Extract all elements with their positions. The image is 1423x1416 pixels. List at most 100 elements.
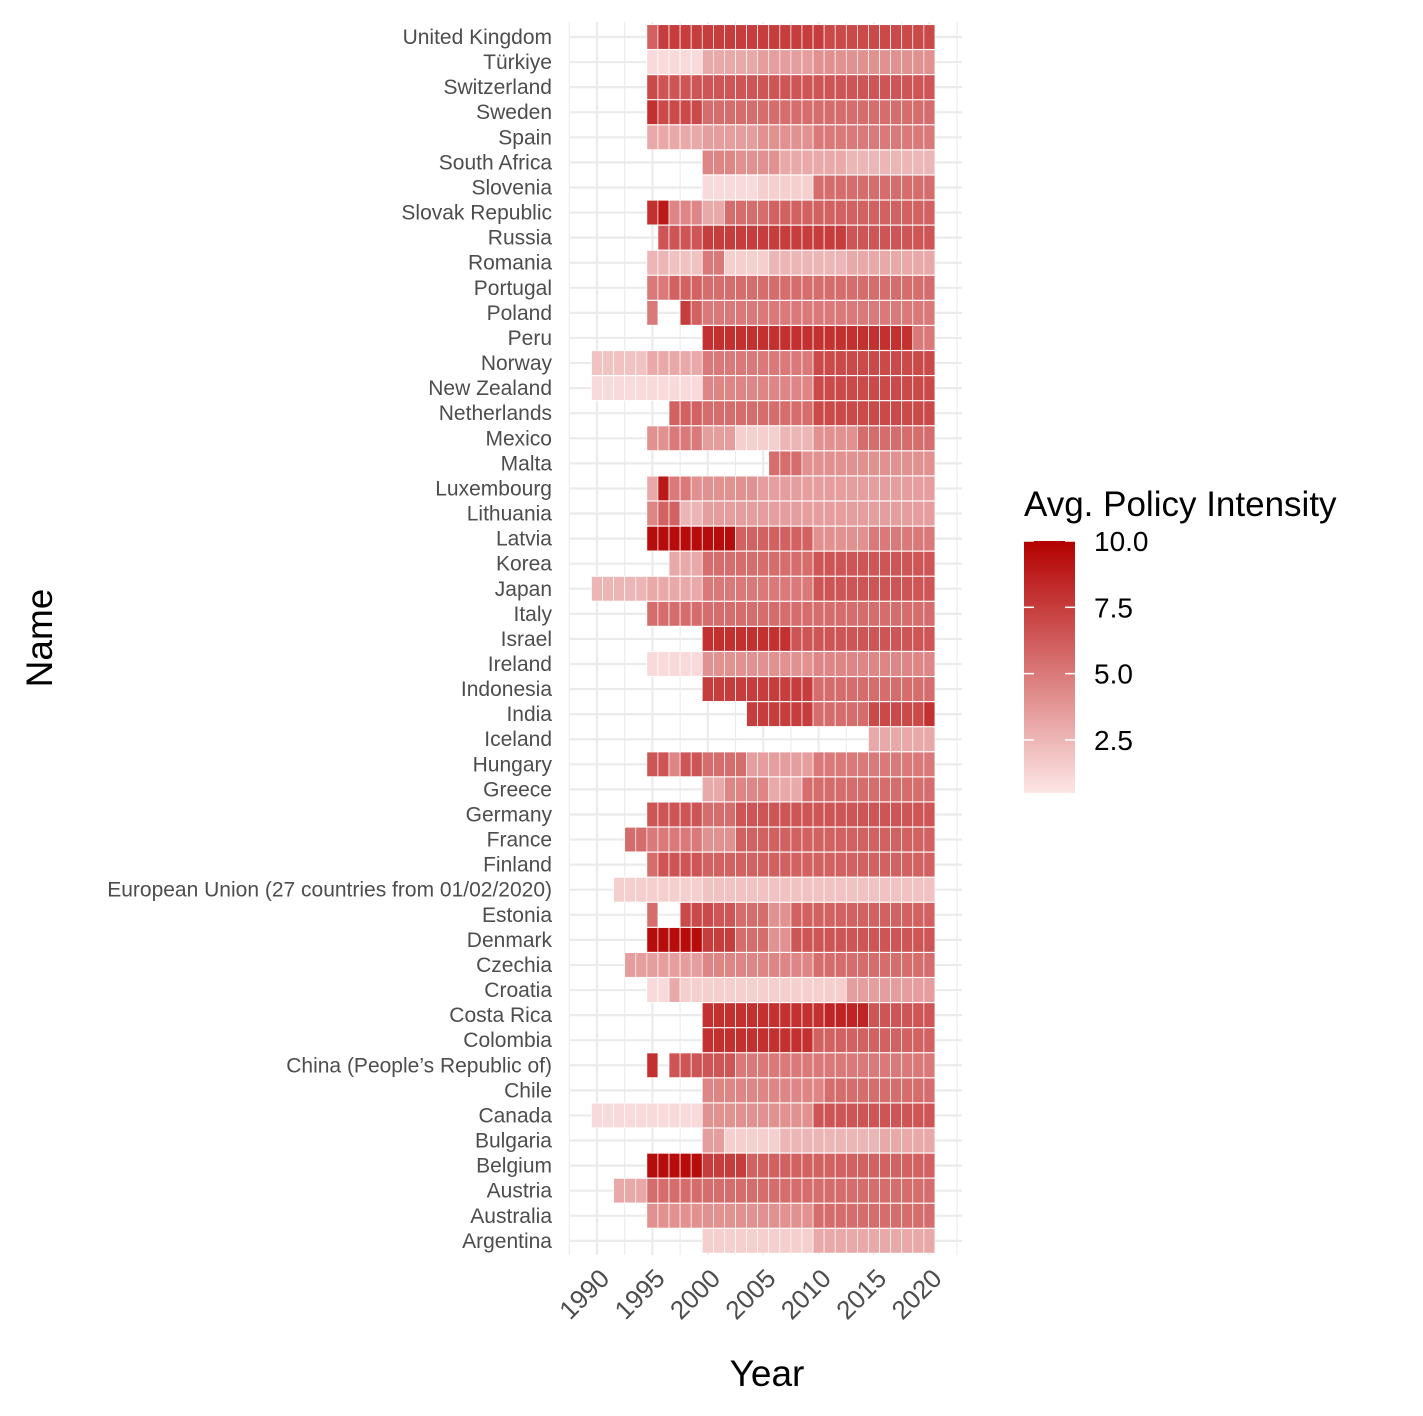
- heatmap-cell: [834, 626, 847, 652]
- heatmap-cell: [912, 375, 925, 401]
- heatmap-cell: [868, 651, 880, 677]
- heatmap-cell: [657, 199, 670, 226]
- heatmap-cell: [790, 275, 803, 301]
- heatmap-cell: [823, 1027, 836, 1053]
- y-tick-label: Finland: [483, 854, 552, 877]
- heatmap-cell: [823, 199, 836, 226]
- heatmap-cell: [657, 49, 670, 75]
- y-tick-label: China (People’s Republic of): [286, 1054, 552, 1077]
- heatmap-cell: [812, 49, 825, 75]
- heatmap-cell: [712, 676, 725, 702]
- heatmap-cell: [901, 49, 914, 75]
- heatmap-cell: [879, 1077, 891, 1104]
- heatmap-cell: [712, 1228, 725, 1254]
- heatmap-cell: [901, 601, 914, 627]
- heatmap-cell: [724, 676, 736, 702]
- heatmap-cell: [845, 877, 858, 903]
- heatmap-cell: [812, 551, 825, 577]
- heatmap-cell: [912, 952, 925, 978]
- heatmap-cell: [834, 199, 847, 226]
- heatmap-cell: [690, 902, 703, 928]
- heatmap-cell: [890, 525, 903, 552]
- heatmap-cell: [768, 425, 781, 451]
- heatmap-cell: [879, 927, 891, 953]
- heatmap-cell: [735, 601, 747, 627]
- heatmap-cell: [779, 24, 792, 50]
- legend-ticks: 10.0 7.5 5.0 2.5: [1024, 526, 1149, 756]
- heatmap-cell: [679, 851, 692, 878]
- heatmap-cell: [812, 199, 825, 226]
- heatmap-cell: [757, 676, 770, 702]
- heatmap-cell: [768, 851, 781, 878]
- heatmap-cell: [857, 475, 869, 502]
- heatmap-cell: [857, 902, 869, 928]
- heatmap-cell: [712, 99, 725, 125]
- heatmap-cell: [912, 851, 925, 878]
- heatmap-cell: [834, 1077, 847, 1104]
- heatmap-cell: [712, 776, 725, 803]
- heatmap-cell: [845, 99, 858, 125]
- y-tick-label: Italy: [513, 603, 552, 626]
- heatmap-cell: [868, 275, 880, 301]
- heatmap-cell: [679, 651, 692, 677]
- heatmap-cell: [834, 701, 847, 727]
- heatmap-cell: [657, 1178, 670, 1204]
- heatmap-cell: [801, 927, 814, 953]
- heatmap-cell: [923, 49, 936, 75]
- heatmap-cell: [834, 525, 847, 552]
- heatmap-cell: [857, 877, 869, 903]
- heatmap-cell: [890, 325, 903, 351]
- heatmap-cell: [812, 1178, 825, 1204]
- y-tick-label: Spain: [498, 126, 552, 149]
- heatmap-cell: [712, 1077, 725, 1104]
- heatmap-cell: [801, 350, 814, 376]
- heatmap-cell: [779, 1002, 792, 1028]
- heatmap-cell: [712, 24, 725, 50]
- heatmap-cell: [701, 601, 714, 627]
- heatmap-cell: [735, 525, 747, 552]
- heatmap-cell: [890, 49, 903, 75]
- heatmap-cell: [801, 300, 814, 326]
- heatmap-cell: [879, 450, 891, 477]
- heatmap-cell: [690, 1152, 703, 1179]
- heatmap-cell: [790, 1203, 803, 1229]
- heatmap-cell: [701, 776, 714, 803]
- heatmap-cell: [901, 1203, 914, 1229]
- heatmap-cell: [857, 450, 869, 477]
- x-tick-label: 2020: [886, 1263, 948, 1325]
- heatmap-cell: [923, 500, 936, 527]
- heatmap-cell: [668, 275, 681, 301]
- heatmap-cell: [857, 826, 869, 853]
- heatmap-cell: [591, 576, 603, 602]
- heatmap-cell: [768, 1027, 781, 1053]
- heatmap-cell: [757, 1228, 770, 1254]
- heatmap-cell: [746, 551, 759, 577]
- heatmap-cell: [779, 1203, 792, 1229]
- heatmap-cell: [657, 99, 670, 125]
- heatmap-cell: [879, 801, 891, 828]
- heatmap-cell: [812, 174, 825, 201]
- heatmap-cell: [757, 751, 770, 777]
- heatmap-cell: [646, 877, 659, 903]
- heatmap-cell: [890, 1178, 903, 1204]
- heatmap-cell: [757, 199, 770, 226]
- heatmap-cell: [712, 601, 725, 627]
- heatmap-cell: [834, 250, 847, 276]
- heatmap-cell: [735, 551, 747, 577]
- heatmap-cell: [757, 826, 770, 853]
- heatmap-cell: [790, 250, 803, 276]
- heatmap-cell: [857, 49, 869, 75]
- heatmap-cell: [724, 425, 736, 451]
- heatmap-cell: [712, 49, 725, 75]
- y-tick-label: Peru: [508, 327, 552, 350]
- heatmap-cell: [857, 576, 869, 602]
- heatmap-cell: [768, 49, 781, 75]
- heatmap-cell: [801, 199, 814, 226]
- heatmap-cell: [912, 74, 925, 100]
- heatmap-cell: [768, 300, 781, 326]
- heatmap-cell: [668, 350, 681, 376]
- heatmap-cell: [757, 576, 770, 602]
- heatmap-cell: [812, 425, 825, 451]
- heatmap-cell: [746, 776, 759, 803]
- heatmap-cell: [735, 1127, 747, 1154]
